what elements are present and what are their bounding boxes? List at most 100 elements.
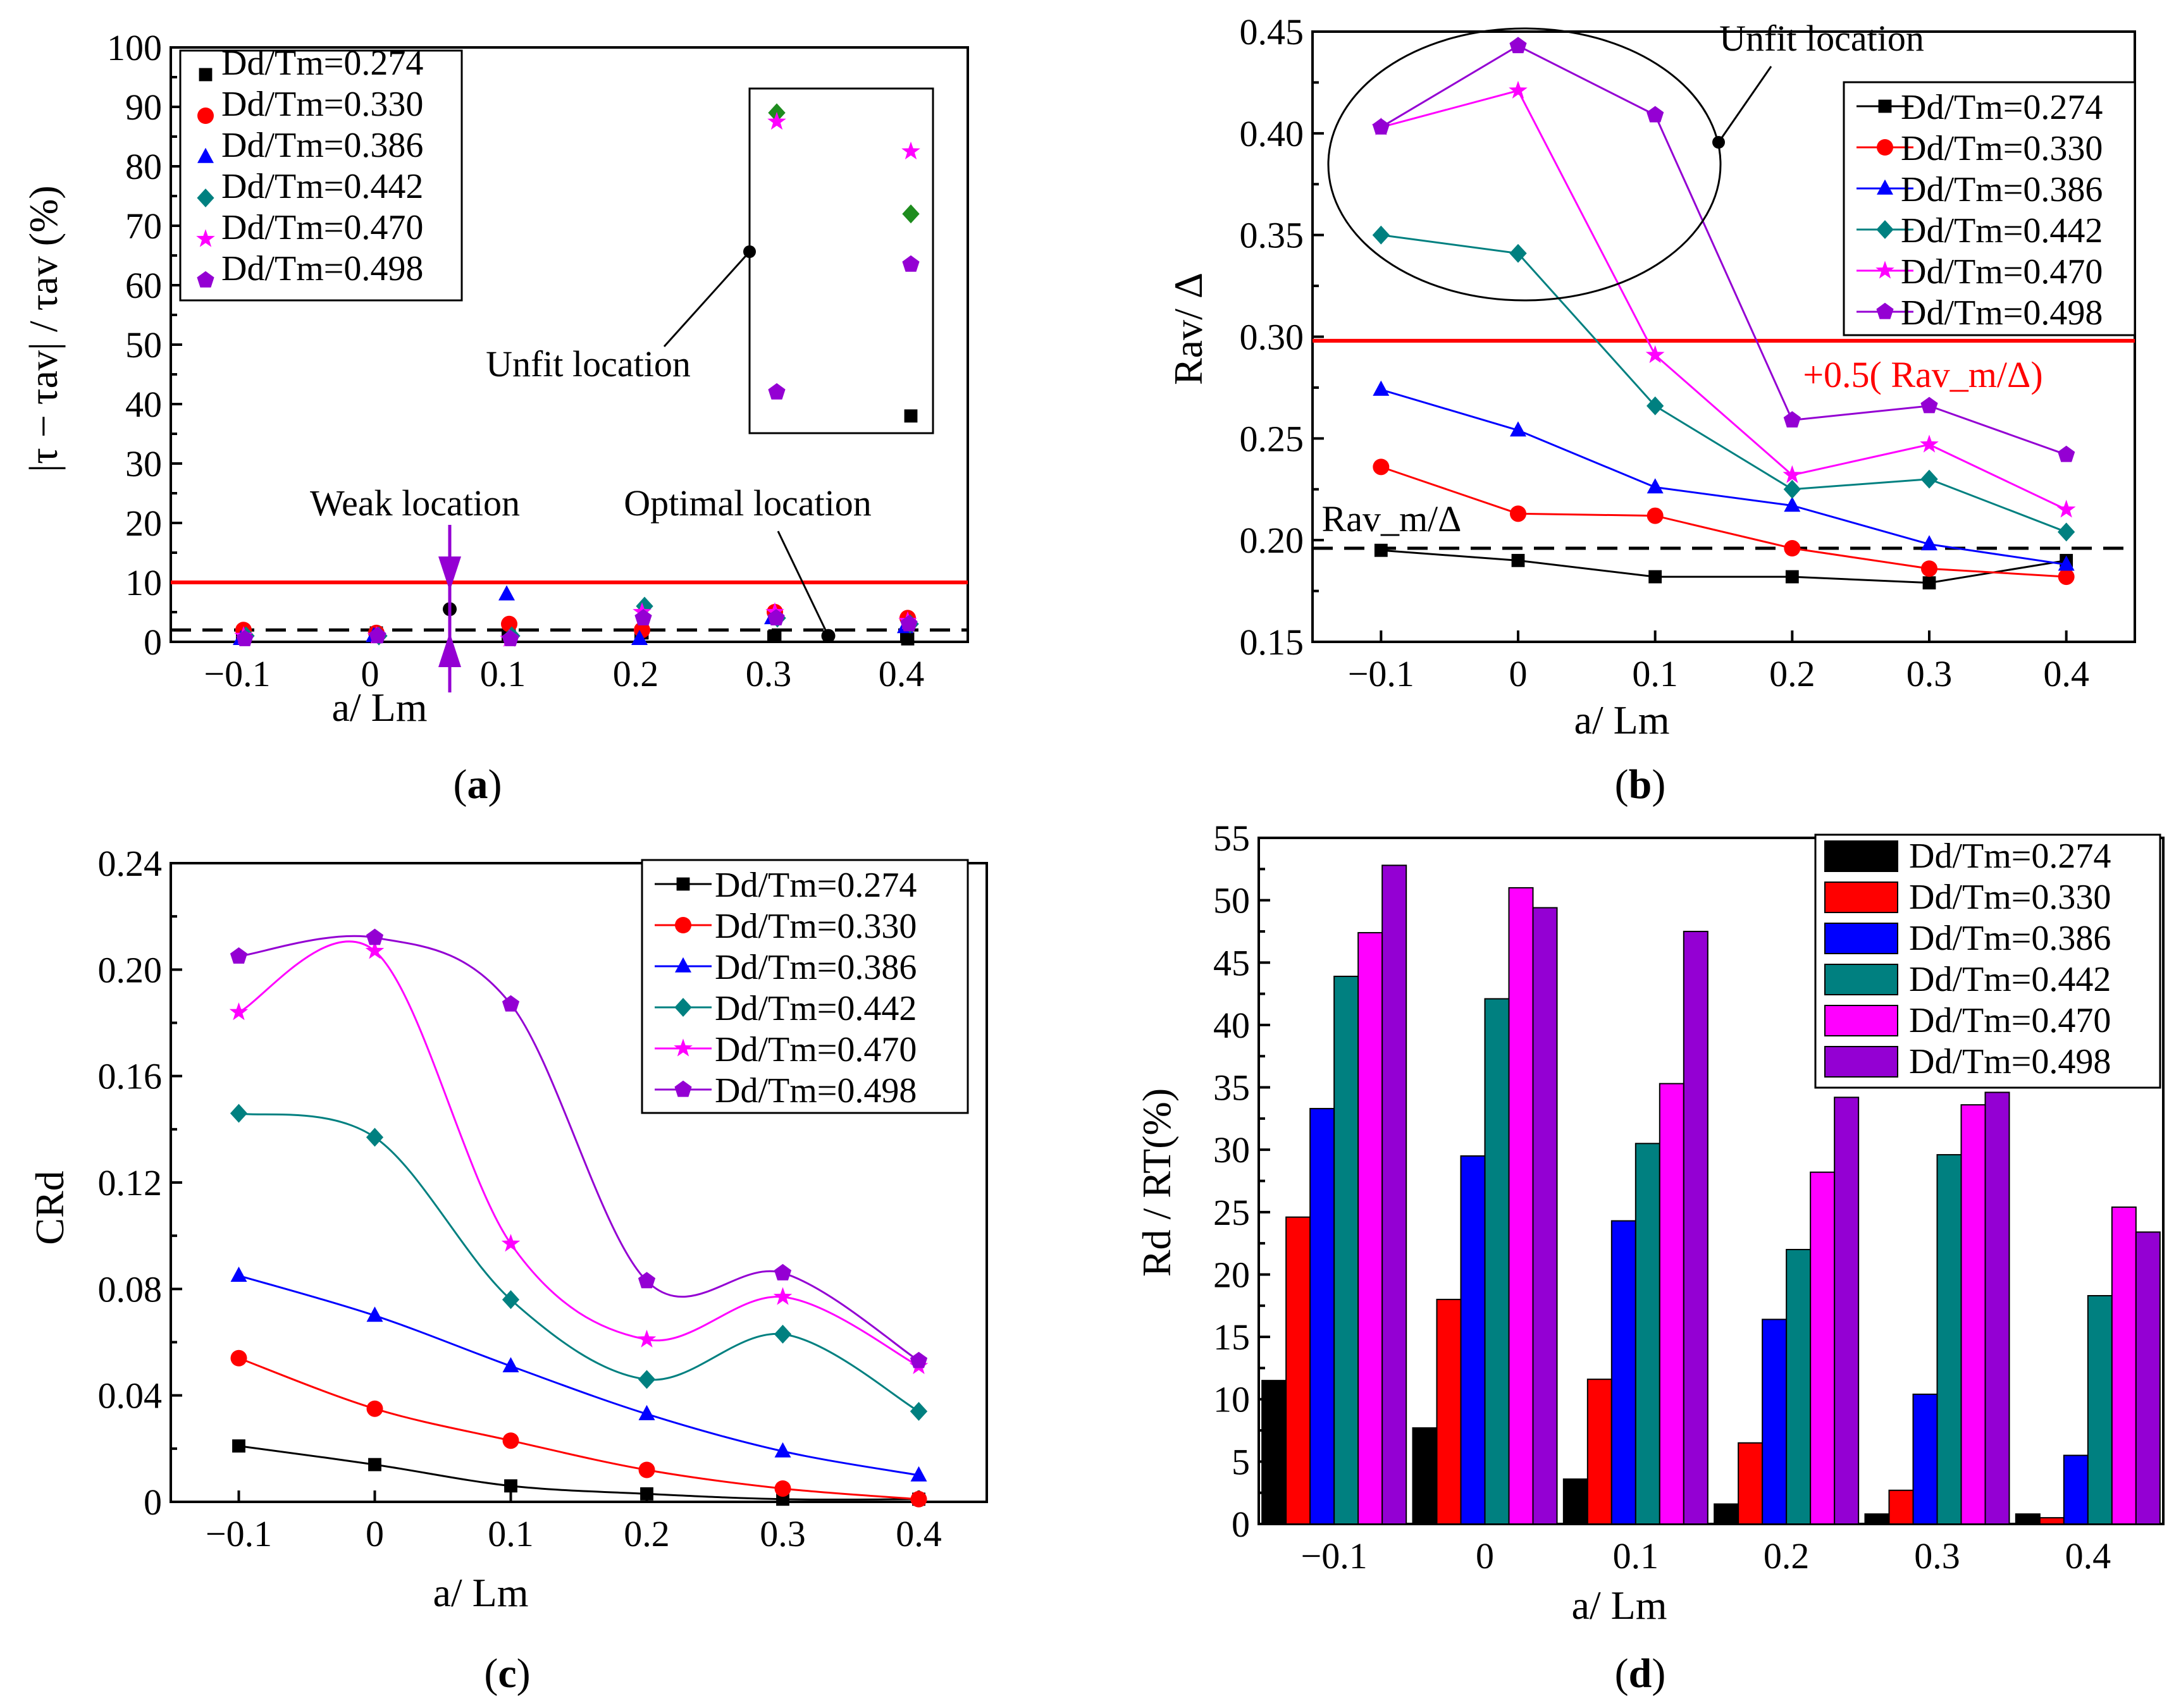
- panel-c-ylabel: CRd: [27, 1170, 72, 1244]
- y-tick-label-d: 45: [1213, 942, 1250, 983]
- data-point-a: [498, 585, 515, 601]
- data-point-a: [767, 609, 785, 625]
- data-point-c: [366, 1400, 383, 1417]
- data-point-a: [501, 615, 517, 632]
- weak-arrow-up: [438, 632, 461, 667]
- bar-d: [1562, 1478, 1588, 1525]
- data-point-c: [910, 1351, 928, 1368]
- y-tick-label-a: 0: [144, 622, 162, 663]
- x-tick-label-b: 0: [1509, 653, 1528, 694]
- data-point-c: [365, 941, 385, 959]
- legend-marker-c: [676, 877, 690, 891]
- panel-b-ylabel: Rav/ Δ: [1166, 273, 1211, 385]
- x-tick-label-b: 0.3: [1906, 653, 1953, 694]
- legend-b-label-5: Dd/Tm=0.498: [1901, 293, 2103, 333]
- data-point-b: [2058, 445, 2075, 462]
- bar-d: [1309, 1108, 1335, 1525]
- x-tick-label-a: 0.4: [879, 653, 925, 694]
- data-point-a: [236, 630, 254, 646]
- unfit-leader-line: [663, 250, 751, 348]
- data-point-c: [640, 1487, 653, 1501]
- bar-d: [1333, 975, 1359, 1525]
- panel-b: 0.15 0.20 0.25 0.30 0.35 0.40 0.45 −0.1 0 0.1 0.2 0…: [1240, 11, 2136, 694]
- series-line-b: [1380, 44, 2067, 456]
- legend-marker-b: [1877, 139, 1893, 156]
- x-tick-label-d: 0.1: [1613, 1535, 1659, 1576]
- weak-arrow-down: [438, 556, 461, 591]
- data-point-c: [502, 1290, 520, 1310]
- legend-swatch-d: [1824, 923, 1898, 954]
- panel-a-optimal-label: Optimal location: [624, 482, 871, 524]
- data-point-c: [232, 1439, 245, 1453]
- x-tick-label-d: 0.4: [2065, 1535, 2111, 1576]
- x-tick-label-c: 0: [366, 1513, 384, 1554]
- data-point-b: [2056, 500, 2076, 518]
- x-tick-label-d: 0: [1476, 1535, 1494, 1576]
- y-tick-label-d: 30: [1213, 1129, 1250, 1170]
- inset-point: [904, 409, 918, 423]
- legend-a-label-5: Dd/Tm=0.498: [221, 249, 423, 288]
- legend-marker-c: [675, 917, 691, 933]
- legend-a-label-2: Dd/Tm=0.386: [221, 126, 423, 165]
- legend-box-b: [1843, 81, 2136, 336]
- data-point-a: [631, 630, 648, 645]
- y-tick-label-d: 25: [1213, 1192, 1250, 1233]
- panel-a-legend-labels: Dd/Tm=0.274 Dd/Tm=0.330 Dd/Tm=0.386 Dd/T…: [221, 44, 423, 288]
- panel-b-legend-labels: Dd/Tm=0.274 Dd/Tm=0.330 Dd/Tm=0.386 Dd/T…: [1901, 88, 2103, 333]
- legend-b-label-3: Dd/Tm=0.442: [1901, 211, 2103, 250]
- bar-d: [2063, 1454, 2089, 1525]
- legend-swatch-d: [1824, 1046, 1898, 1078]
- legend-c-label-3: Dd/Tm=0.442: [715, 989, 917, 1028]
- legend-d-label-4: Dd/Tm=0.470: [1909, 1001, 2111, 1040]
- inset-point: [901, 141, 920, 160]
- panel-b-unfit-label: Unfit location: [1719, 18, 1924, 59]
- bar-d: [1936, 1154, 1962, 1525]
- legend-marker-b: [1878, 99, 1892, 113]
- data-point-c: [774, 1480, 791, 1497]
- bar-d: [1460, 1155, 1486, 1525]
- x-tick-label-d: 0.2: [1764, 1535, 1810, 1576]
- data-point-b: [1647, 507, 1664, 524]
- data-point-b: [1648, 570, 1662, 584]
- data-point-c: [910, 1490, 927, 1508]
- optimal-leader-line: [777, 531, 829, 637]
- inset-point: [767, 111, 786, 130]
- y-tick-label-c: 0: [144, 1482, 162, 1523]
- data-point-c: [501, 1234, 521, 1252]
- legend-swatch-d: [1824, 882, 1898, 913]
- data-point-b: [2058, 555, 2075, 571]
- data-point-b: [1920, 396, 1938, 414]
- data-point-a: [901, 632, 915, 646]
- bar-d: [1261, 1380, 1287, 1525]
- data-point-b: [1922, 576, 1936, 590]
- data-point-b: [1511, 553, 1525, 567]
- x-tick-label-d: −0.1: [1301, 1535, 1368, 1576]
- data-point-c: [638, 1272, 656, 1289]
- y-tick-label-a: 80: [125, 146, 162, 187]
- bar-d: [1864, 1513, 1890, 1525]
- data-point-a: [369, 627, 386, 644]
- panel-d-xlabel: a/ Lm: [1571, 1583, 1667, 1628]
- data-point-b: [1510, 421, 1526, 437]
- data-point-b: [1920, 434, 1939, 453]
- bar-d: [1436, 1298, 1462, 1525]
- data-point-c: [638, 1461, 655, 1478]
- bar-d: [1984, 1091, 2010, 1525]
- y-tick-label-b: 0.15: [1240, 622, 1304, 663]
- legend-c-label-4: Dd/Tm=0.470: [715, 1030, 917, 1069]
- data-point-c: [368, 1458, 381, 1471]
- y-tick-label-a: 20: [125, 503, 162, 544]
- legend-c-label-0: Dd/Tm=0.274: [715, 866, 917, 905]
- legend-marker-a: [196, 229, 215, 247]
- y-tick-label-a: 50: [125, 324, 162, 366]
- bar-d: [1412, 1427, 1438, 1525]
- x-tick-label-b: −0.1: [1348, 653, 1414, 694]
- legend-b-label-2: Dd/Tm=0.386: [1901, 170, 2103, 209]
- x-tick-label-c: 0.2: [624, 1513, 670, 1554]
- legend-box-a: [179, 49, 463, 302]
- legend-marker-c: [674, 1038, 693, 1057]
- data-point-b: [1921, 535, 1937, 551]
- legend-d-label-2: Dd/Tm=0.386: [1909, 919, 2111, 958]
- series-line-b: [1381, 234, 2067, 533]
- data-point-c: [910, 1466, 927, 1482]
